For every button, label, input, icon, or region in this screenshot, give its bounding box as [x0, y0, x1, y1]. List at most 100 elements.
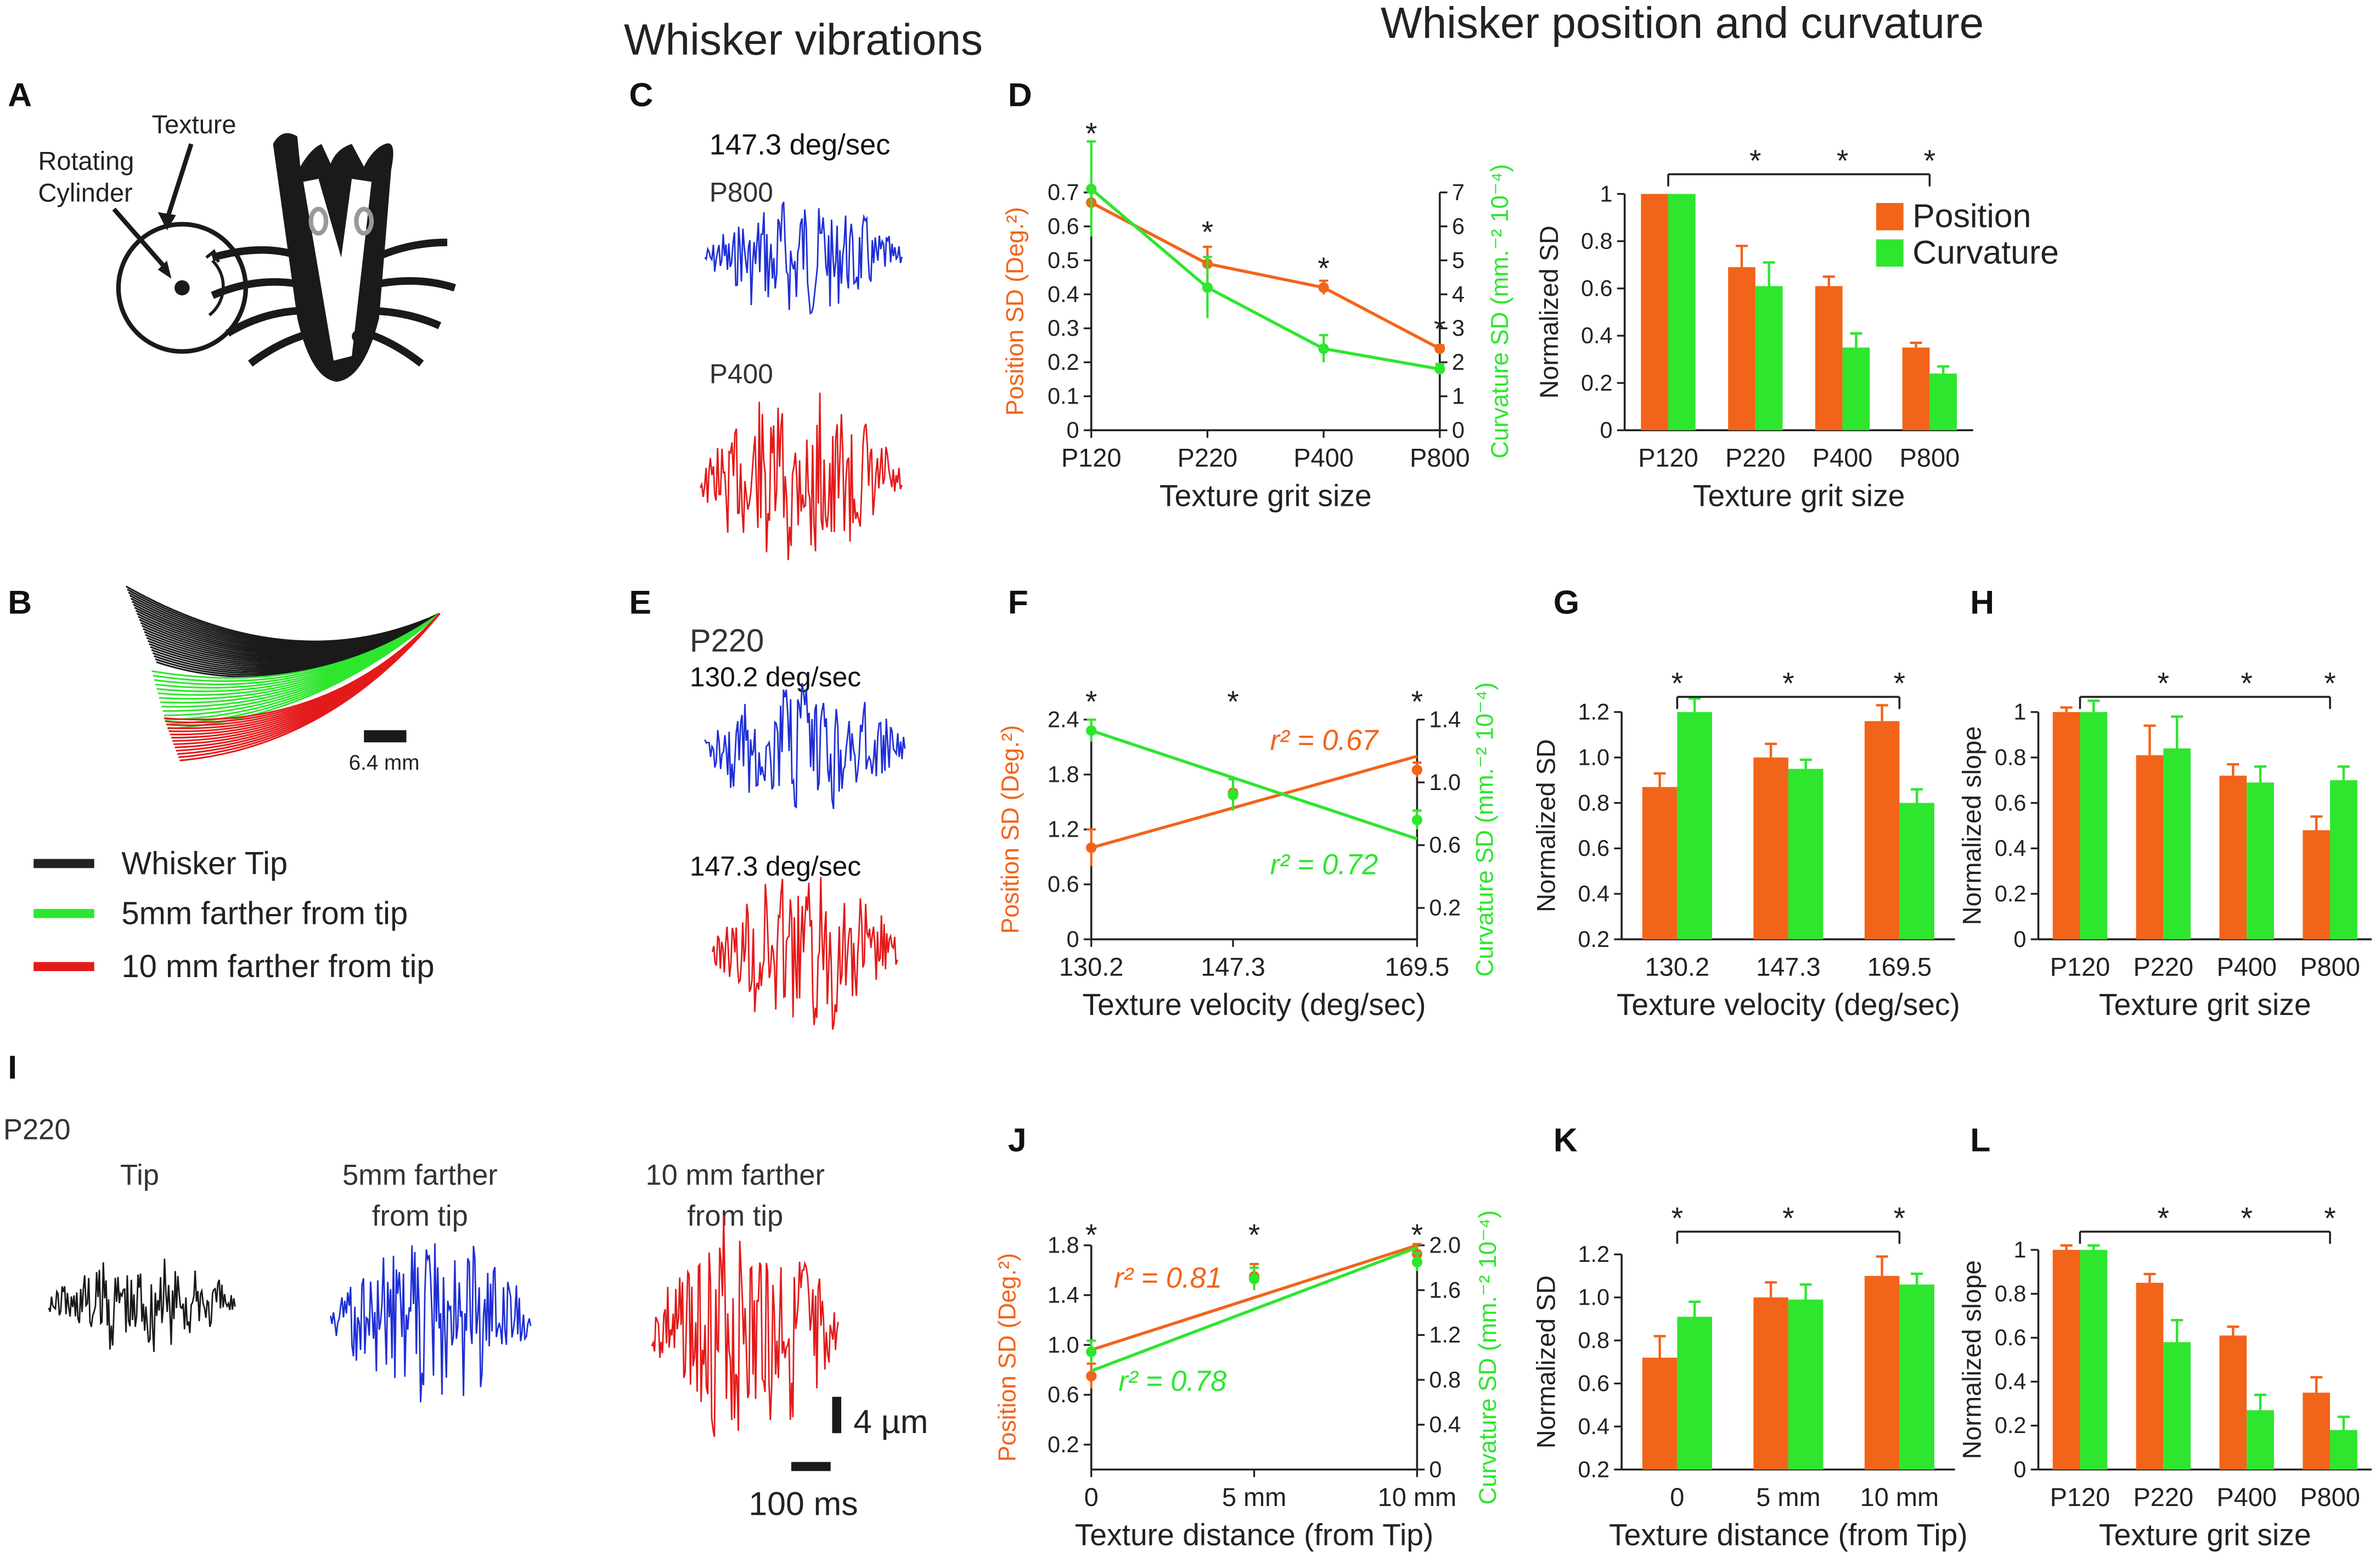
y-tick-label-left: 1.0: [1048, 1332, 1079, 1357]
r-squared-annotation: r² = 0.72: [1270, 849, 1378, 881]
bar-position: [1864, 721, 1900, 940]
y-tick-label-left: 0.2: [1048, 1432, 1079, 1457]
bar-position: [1728, 267, 1755, 431]
trace-i-tip: [48, 1259, 236, 1352]
x-tick-label: 147.3: [1201, 952, 1265, 981]
significance-star: *: [2324, 667, 2336, 701]
x-tick-label: P120: [2050, 952, 2111, 981]
x-tick-label: P400: [1813, 443, 1873, 472]
y-tick-label-left: 0.4: [1581, 323, 1613, 348]
y-tick-label-left: 0.4: [1048, 281, 1079, 307]
significance-star: *: [2158, 667, 2169, 701]
significance-star: *: [1411, 685, 1423, 719]
trace-i-10mm: [651, 1215, 839, 1437]
x-tick-label: 10 mm: [1378, 1483, 1456, 1511]
y-tick-label-left: 0.4: [1578, 1414, 1609, 1439]
fit-line-curvature: [1090, 1246, 1418, 1373]
data-point-curvature: [1085, 725, 1097, 736]
trace-c-p800: [704, 201, 903, 315]
y-axis-label: Normalized SD: [1532, 1276, 1561, 1449]
panel-label-b: B: [8, 583, 32, 621]
y-tick-label-left: 1.8: [1048, 762, 1079, 787]
series-line-curvature: [1090, 188, 1440, 371]
x-tick-label: P400: [2216, 952, 2277, 981]
y-tick-label-left: 0.6: [1048, 872, 1079, 897]
y-tick-label-right: 5: [1452, 247, 1465, 273]
data-point-curvature: [1202, 282, 1213, 293]
bar-position: [2303, 1392, 2331, 1470]
significance-star: *: [1411, 1218, 1423, 1252]
fit-line-position: [1090, 1244, 1418, 1352]
significance-star: *: [1782, 1201, 1794, 1235]
y2-axis-label: Curvature SD (mm.⁻² 10⁻⁴): [1471, 682, 1498, 977]
y-tick-label-left: 1: [1600, 181, 1613, 206]
y-tick-label-left: 0.6: [1995, 1325, 2027, 1350]
series-line-position: [1090, 201, 1441, 351]
y-tick-label-left: 0.2: [1578, 1457, 1609, 1482]
panel-label-h: H: [1970, 583, 1994, 621]
x-axis-label: Texture velocity (deg/sec): [1617, 988, 1960, 1022]
cylinder-pointer-head: [157, 260, 172, 279]
panel-label-k: K: [1554, 1121, 1578, 1159]
panel-i-col3-line1: 10 mm farther: [645, 1159, 824, 1191]
chart-l-normalized-slope-grit: 0 0.2 0.4 0.6 0.8 1 P120 P220 P400 P800 Texture gr…: [1958, 1201, 2372, 1552]
cylinder-label: Cylinder: [38, 178, 133, 207]
data-point-curvature: [1248, 1273, 1260, 1284]
bar-curvature: [1842, 347, 1870, 431]
significance-star: *: [1671, 667, 1683, 701]
y-tick-label-left: 1.4: [1048, 1282, 1079, 1307]
legend-label-curvature: Curvature: [1912, 233, 2059, 270]
bar-curvature: [2163, 748, 2191, 940]
x-tick-label: P220: [2133, 952, 2193, 981]
bar-position: [2303, 830, 2331, 940]
bar-position: [2136, 1283, 2164, 1470]
rotating-label: Rotating: [38, 146, 134, 175]
panel-i-col3-line2: from tip: [687, 1200, 783, 1232]
panel-label-f: F: [1008, 583, 1028, 621]
bar-curvature: [2163, 1342, 2191, 1470]
panel-c-speed: 147.3 deg/sec: [710, 129, 891, 161]
fit-line-position: [1090, 754, 1418, 849]
y2-axis-label: Curvature SD (mm.⁻² 10⁻⁴): [1487, 164, 1513, 459]
y-tick-label-left: 0.8: [1581, 228, 1613, 253]
y-tick-label-left: 0.1: [1048, 383, 1079, 409]
significance-star: *: [1085, 116, 1097, 150]
bar-position: [1753, 757, 1788, 940]
chart-k-normalized-sd-distance: 0.2 0.4 0.6 0.8 1.0 1.2 0 5 mm 10 mm Texture dist…: [1532, 1201, 1968, 1552]
y-tick-label-left: 0.7: [1048, 179, 1079, 205]
panel-c-trace2-label: P400: [710, 359, 773, 390]
y-tick-label-right: 2: [1452, 349, 1465, 375]
significance-star: *: [1318, 251, 1330, 285]
y-tick-label-left: 0.8: [1578, 1328, 1609, 1353]
bar-curvature: [1677, 1317, 1712, 1470]
y-axis-label: Position SD (Deg.²): [1001, 207, 1028, 416]
y-tick-label-left: 0.6: [1581, 276, 1613, 301]
y-tick-label-left: 0.2: [1578, 927, 1609, 952]
y-tick-label-right: 2.0: [1429, 1233, 1461, 1258]
x-tick-label: P120: [2050, 1483, 2111, 1511]
y-tick-label-right: 0: [1452, 418, 1465, 443]
significance-star: *: [2241, 667, 2252, 701]
y-axis-label: Position SD (Deg.²): [994, 1253, 1021, 1462]
significance-star: *: [1248, 1218, 1260, 1252]
panel-e-grit: P220: [690, 623, 764, 658]
x-tick-label: 10 mm: [1860, 1483, 1939, 1511]
header-vibrations: Whisker vibrations: [624, 15, 983, 64]
header-position-curvature: Whisker position and curvature: [1381, 0, 1984, 47]
data-point-position: [1434, 343, 1445, 354]
y-tick-label-right: 6: [1452, 213, 1465, 239]
significance-star: *: [1749, 144, 1761, 178]
bar-position: [1753, 1297, 1788, 1470]
y-tick-label-left: 0: [1600, 418, 1613, 443]
bar-position: [2136, 755, 2164, 940]
y-tick-label-left: 1.2: [1048, 817, 1079, 842]
bar-curvature: [1668, 194, 1696, 431]
y-tick-label-left: 1: [2013, 1237, 2026, 1262]
texture-label: Texture: [152, 110, 237, 139]
bar-position: [1815, 286, 1843, 431]
legend-label-10mm: 10 mm farther from tip: [121, 949, 434, 984]
y-tick-label-left: 0: [2013, 927, 2026, 952]
y-tick-label-right: 1.4: [1429, 707, 1461, 732]
panel-label-i: I: [8, 1048, 17, 1086]
panel-i-col1: Tip: [120, 1159, 159, 1191]
